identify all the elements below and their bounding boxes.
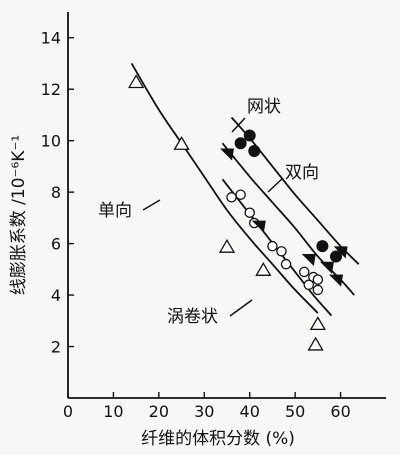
data-point-open-circle: [244, 207, 255, 218]
data-point-filled-triangle: [301, 254, 316, 267]
y-tick-label: 2: [51, 338, 61, 357]
data-point-open-triangle: [218, 238, 236, 253]
y-tick-label: 12: [41, 80, 61, 99]
data-point-filled-circle: [248, 144, 261, 157]
data-point-open-triangle: [307, 336, 324, 351]
data-point-open-circle: [312, 274, 324, 285]
curve-label-涡卷状: 涡卷状: [167, 307, 218, 327]
data-point-open-triangle: [128, 74, 145, 89]
data-point-filled-triangle: [333, 246, 348, 259]
data-point-open-circle: [267, 240, 278, 252]
x-tick-label: 40: [240, 402, 260, 421]
curve-label-leader: [229, 299, 253, 317]
data-point-open-triangle: [255, 262, 272, 276]
y-tick-label: 14: [41, 29, 61, 48]
curve-label-单向: 单向: [98, 201, 132, 221]
x-tick-label: 10: [103, 402, 123, 421]
data-point-filled-circle: [234, 137, 247, 150]
data-point-open-circle: [312, 284, 324, 296]
data-points: [128, 74, 348, 351]
data-point-open-triangle: [309, 316, 326, 331]
data-point-open-circle: [303, 279, 315, 291]
data-point-filled-triangle: [251, 220, 266, 233]
y-tick-label: 6: [51, 235, 61, 254]
data-point-open-circle: [235, 189, 246, 200]
axes: 0 10 20 30 40 50 60 2 4 6 8 10 12 14: [41, 12, 386, 421]
fit-curves: [130, 63, 360, 317]
data-point-open-circle: [298, 266, 310, 278]
data-point-filled-triangle: [319, 261, 334, 274]
y-tick-label: 8: [51, 183, 61, 202]
curve-label-leader: [142, 199, 161, 211]
y-tick-label: 4: [51, 286, 61, 305]
data-point-filled-triangle: [220, 148, 234, 161]
curve-label-网状: 网状: [247, 97, 281, 117]
x-tick-label: 30: [194, 402, 214, 421]
data-point-filled-circle: [243, 129, 256, 142]
y-tick-label: 10: [41, 132, 61, 151]
curve-label-leader: [267, 177, 284, 193]
x-tick-label: 50: [285, 402, 305, 421]
x-tick-label: 0: [63, 402, 73, 421]
data-point-open-circle: [226, 192, 237, 203]
x-tick-label: 20: [149, 402, 169, 421]
data-point-open-triangle: [173, 135, 190, 150]
data-point-filled-circle: [316, 240, 329, 253]
fit-curve: [130, 63, 319, 314]
curve-label-leader: [231, 117, 246, 133]
x-axis-label: 纤维的体积分数 (%): [141, 429, 295, 449]
x-tick-label: 60: [330, 402, 350, 421]
data-point-open-circle: [276, 246, 287, 257]
data-point-open-circle: [280, 258, 292, 270]
y-axis-label: 线膨胀系数 /10⁻⁶K⁻¹: [9, 135, 29, 296]
data-point-filled-triangle: [329, 274, 344, 287]
curve-label-双向: 双向: [285, 163, 319, 183]
data-point-filled-circle: [330, 250, 343, 263]
